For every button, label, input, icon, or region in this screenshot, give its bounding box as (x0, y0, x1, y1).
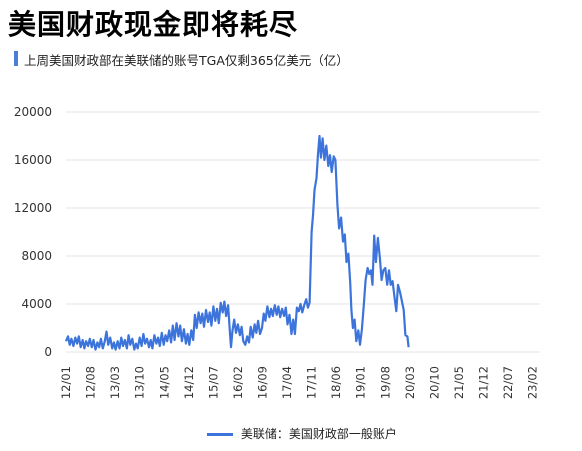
x-tick-label: 12/01 (59, 366, 73, 399)
y-tick-label: 16000 (14, 153, 52, 167)
x-tick-label: 13/03 (108, 366, 122, 399)
legend: 美联储：美国财政部一般账户 (207, 425, 397, 441)
x-tick-label: 22/07 (501, 366, 515, 399)
page-title: 美国财政现金即将耗尽 (8, 8, 299, 41)
x-tick-label: 23/02 (526, 366, 540, 399)
legend-label: 美联储：美国财政部一般账户 (240, 427, 397, 441)
y-tick-label: 0 (44, 345, 52, 359)
y-tick-label: 20000 (14, 105, 52, 119)
x-tick-label: 20/10 (427, 366, 441, 399)
x-tick-label: 20/03 (403, 366, 417, 399)
x-tick-label: 19/08 (378, 366, 392, 399)
x-tick-label: 21/05 (452, 366, 466, 399)
y-tick-label: 4000 (21, 297, 52, 311)
legend-swatch (207, 433, 233, 436)
y-tick-label: 12000 (14, 201, 52, 215)
x-tick-label: 17/04 (280, 366, 294, 399)
x-tick-label: 13/10 (133, 366, 147, 399)
x-tick-label: 16/09 (256, 366, 270, 399)
x-tick-label: 16/02 (231, 366, 245, 399)
x-tick-label: 19/01 (354, 366, 368, 399)
x-tick-label: 18/06 (329, 366, 343, 399)
y-tick-label: 8000 (21, 249, 52, 263)
x-tick-label: 15/07 (206, 366, 220, 399)
accent-bar (14, 51, 18, 66)
x-tick-label: 17/11 (305, 366, 319, 399)
series-line (64, 134, 410, 351)
x-tick-label: 14/05 (157, 366, 171, 399)
x-tick-label: 21/12 (477, 366, 491, 399)
subtitle: 上周美国财政部在美联储的账号TGA仅剩365亿美元（亿） (24, 53, 349, 68)
x-tick-label: 12/08 (84, 366, 98, 399)
x-tick-label: 14/12 (182, 366, 196, 399)
